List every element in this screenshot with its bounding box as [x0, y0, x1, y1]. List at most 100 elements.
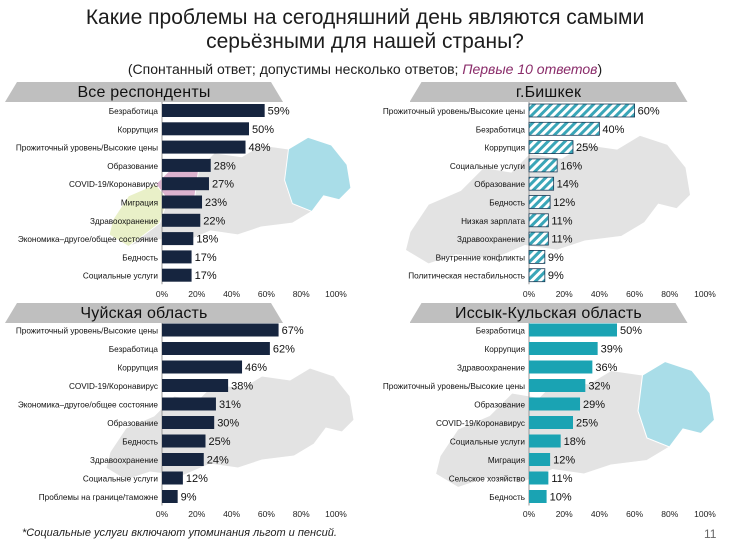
value-label: 39% [601, 344, 623, 356]
title-line-1: Какие проблемы на сегодняшний день являю… [85, 6, 645, 29]
category-label: Социальные услуги [83, 272, 158, 281]
category-label: Образование [474, 401, 525, 410]
bar [162, 268, 192, 282]
value-label: 60% [638, 106, 660, 118]
bar [162, 195, 203, 209]
value-label: 9% [181, 492, 197, 504]
value-label: 46% [245, 362, 267, 374]
bar [162, 323, 279, 337]
value-label: 11% [551, 215, 572, 227]
x-tick-label: 40% [223, 509, 240, 519]
category-label: Бедность [489, 199, 525, 208]
map-silhouette [434, 360, 716, 489]
category-label: Коррупция [117, 125, 158, 134]
x-tick-label: 40% [223, 289, 240, 299]
x-tick-label: 60% [626, 509, 643, 519]
bar [162, 177, 209, 191]
category-label: Экономика–другое/общее состояние [18, 401, 159, 410]
category-label: Образование [107, 162, 158, 171]
x-tick-label: 80% [661, 289, 678, 299]
slide-title: Какие проблемы на сегодняшний день являю… [0, 6, 730, 54]
category-label: Миграция [488, 456, 525, 465]
category-label: Коррупция [484, 144, 525, 153]
value-label: 25% [576, 418, 598, 430]
bar [529, 379, 586, 392]
category-label: Социальные услуги [450, 438, 525, 447]
value-label: 12% [186, 473, 208, 485]
value-label: 9% [548, 270, 564, 282]
chart-panel-all: Безработица 59% Коррупция 50% Прожиточный ур… [16, 101, 352, 299]
x-tick-label: 80% [293, 289, 310, 299]
category-label: Здравоохранение [90, 456, 158, 465]
bar [162, 434, 206, 448]
x-tick-label: 100% [325, 509, 347, 519]
category-label: Образование [107, 419, 158, 428]
bar [529, 490, 547, 503]
x-tick-label: 80% [293, 509, 310, 519]
bar [529, 360, 593, 374]
category-label: Социальные услуги [83, 475, 158, 484]
value-label: 12% [553, 455, 575, 467]
value-label: 29% [583, 399, 605, 411]
category-label: Здравоохранение [457, 364, 525, 373]
category-label: Здравоохранение [457, 235, 525, 244]
category-label: Прожиточный уровень/Высокие цены [16, 144, 158, 153]
value-label: 17% [195, 270, 217, 282]
category-label: Коррупция [117, 364, 158, 373]
subtitle-emphasis: Первые 10 ответов [462, 61, 598, 77]
value-label: 50% [252, 124, 274, 136]
bar [529, 342, 598, 355]
x-tick-label: 20% [556, 509, 573, 519]
map-silhouette [108, 136, 352, 248]
x-tick-label: 80% [661, 509, 678, 519]
title-line-2: серьёзными для нашей страны? [206, 30, 524, 53]
chart-title-bishkek: г.Бишкек [410, 82, 688, 102]
value-label: 36% [595, 362, 617, 374]
value-label: 18% [564, 436, 586, 448]
category-label: Безработица [476, 125, 526, 134]
bar [162, 416, 215, 429]
value-label: 25% [576, 142, 598, 154]
bar [162, 104, 265, 117]
value-label: 30% [217, 418, 239, 430]
value-label: 9% [548, 252, 564, 264]
bar [528, 268, 546, 283]
bar [529, 323, 617, 337]
category-label: Прожиточный уровень/Высокие цены [383, 107, 525, 116]
value-label: 23% [205, 197, 227, 209]
value-label: 18% [196, 234, 218, 246]
x-tick-label: 20% [188, 509, 205, 519]
subtitle-prefix: (Спонтанный ответ; допустимы несколько о… [127, 61, 463, 77]
x-tick-label: 0% [523, 289, 536, 299]
value-label: 14% [557, 179, 579, 191]
bar [162, 342, 270, 355]
value-label: 32% [588, 381, 610, 393]
value-label: 11% [551, 234, 572, 246]
bar [162, 140, 246, 154]
bar [162, 453, 204, 466]
value-label: 16% [560, 160, 582, 172]
category-label: COVID-19/Коронавирус [436, 419, 525, 428]
category-label: Коррупция [484, 345, 525, 354]
bar [162, 471, 183, 485]
x-tick-label: 100% [694, 289, 716, 299]
bar [528, 195, 551, 209]
x-tick-label: 60% [258, 289, 275, 299]
slide-subtitle: (Спонтанный ответ; допустимы несколько о… [0, 61, 730, 77]
value-label: 17% [195, 252, 217, 264]
x-tick-label: 20% [188, 289, 205, 299]
bar [162, 232, 194, 246]
category-label: COVID-19/Коронавирус [69, 382, 158, 391]
bar [162, 360, 243, 374]
category-label: Образование [474, 180, 525, 189]
value-label: 48% [249, 142, 271, 154]
subtitle-suffix: ) [597, 61, 603, 77]
bar [162, 490, 178, 503]
chart-title-all: Все респонденты [5, 82, 283, 102]
bar [528, 231, 549, 246]
x-tick-label: 0% [523, 509, 536, 519]
chart-panel-issyk: Безработица 50% Коррупция 39% Здравоохранени… [383, 321, 716, 519]
category-label: Миграция [121, 199, 158, 208]
footnote: *Социальные услуги включают упоминания л… [22, 527, 337, 539]
category-label: Низкая зарплата [461, 217, 525, 226]
